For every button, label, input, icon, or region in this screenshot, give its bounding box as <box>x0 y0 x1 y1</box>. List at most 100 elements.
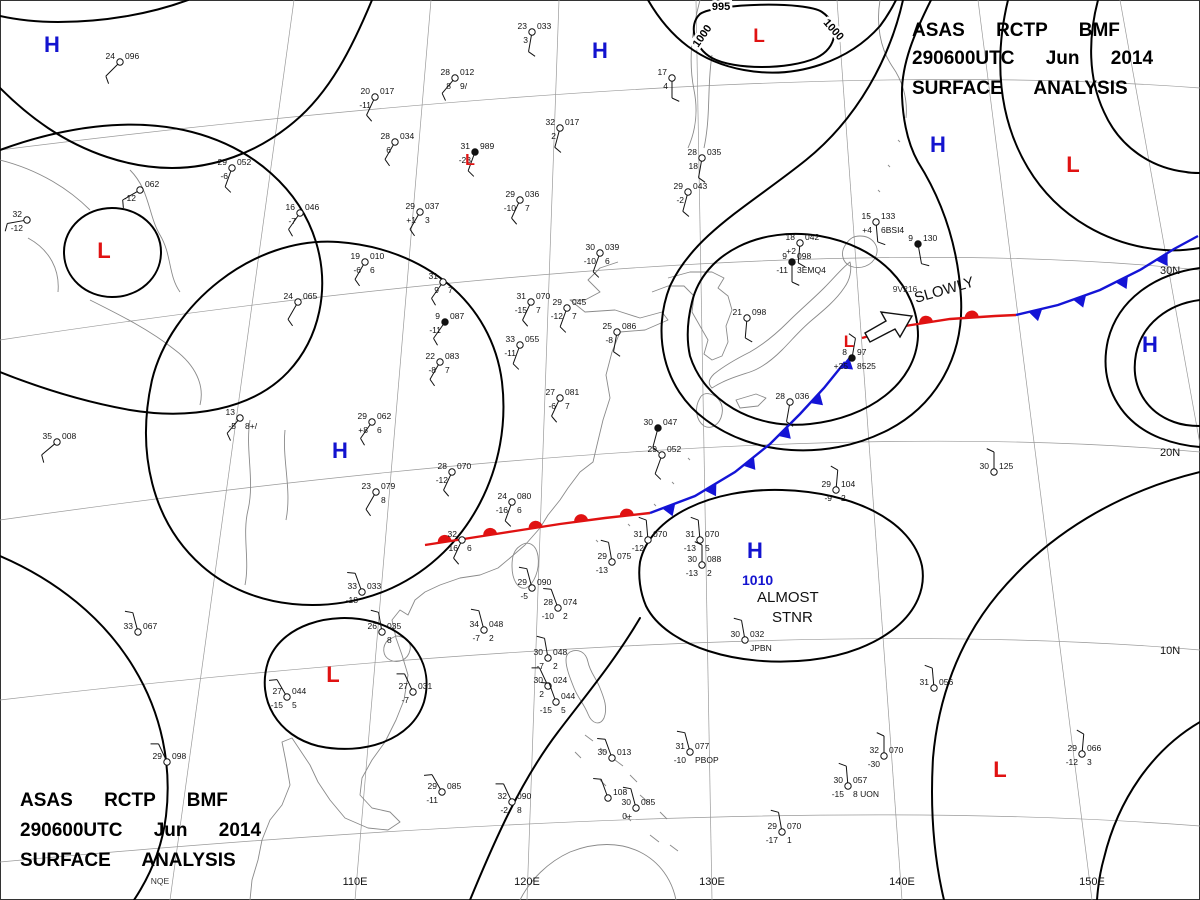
wind-barb-icon <box>105 63 119 77</box>
graticule-meridian <box>169 0 295 900</box>
svg-text:30: 30 <box>834 775 844 785</box>
svg-text:27: 27 <box>546 387 556 397</box>
isobar <box>931 471 1200 900</box>
svg-text:5: 5 <box>561 705 566 715</box>
svg-text:+4: +4 <box>862 225 872 235</box>
station-plot: 23 033 3 <box>518 21 551 57</box>
svg-text:045: 045 <box>572 297 586 307</box>
svg-text:062: 062 <box>377 411 391 421</box>
svg-text:5: 5 <box>705 543 710 553</box>
station-plot: 15 133 +4 6BSI4 <box>862 211 904 246</box>
station-plot: 22 083 -8 7 <box>426 351 459 387</box>
station-plot: 30 057 -15 8 UON <box>832 762 879 799</box>
station-plot: 28 036 <box>776 391 809 427</box>
wind-barb-icon <box>600 779 608 796</box>
svg-text:JPBN: JPBN <box>750 643 772 653</box>
svg-text:9: 9 <box>434 285 439 295</box>
svg-text:989: 989 <box>480 141 494 151</box>
low-pressure-center: L <box>753 26 765 47</box>
coastline-hokkaido <box>842 235 878 268</box>
svg-text:-6: -6 <box>220 171 228 181</box>
wind-barb-icon <box>287 304 297 320</box>
coastline-kamchatka-kuril <box>867 0 907 218</box>
wind-barb-icon <box>276 679 286 695</box>
station-plot: 26 035 8 <box>368 609 401 645</box>
isobar <box>660 0 963 452</box>
wind-barb-icon <box>613 335 617 352</box>
svg-text:29: 29 <box>674 181 684 191</box>
wind-barb-icon <box>786 405 790 422</box>
wind-barb-icon <box>592 255 600 272</box>
isobar <box>469 617 641 900</box>
station-plot: 8 97 +25 8525 <box>834 333 876 371</box>
svg-text:19: 19 <box>351 251 361 261</box>
station-plot: 31 9 7 <box>429 271 453 306</box>
svg-text:28: 28 <box>441 67 451 77</box>
svg-text:-6: -6 <box>548 401 556 411</box>
svg-text:35: 35 <box>43 431 53 441</box>
station-plot: 34 048 -7 2 <box>470 608 503 643</box>
station-plot: 35 008 <box>41 431 76 463</box>
svg-text:7: 7 <box>565 401 570 411</box>
svg-text:8+/: 8+/ <box>245 421 258 431</box>
svg-text:32: 32 <box>448 529 458 539</box>
station-plot: 062 -12 <box>122 179 159 209</box>
svg-text:-11: -11 <box>429 325 441 335</box>
graticule-meridian <box>354 0 432 900</box>
station-plot: 31 070 -13 5 <box>684 516 719 553</box>
station-plot: 29 104 -9 2 <box>822 465 855 503</box>
svg-text:037: 037 <box>425 201 439 211</box>
svg-text:+25: +25 <box>834 361 849 371</box>
wind-barb-icon <box>7 220 24 224</box>
svg-text:-23: -23 <box>459 155 472 165</box>
svg-text:20: 20 <box>361 86 371 96</box>
svg-text:16: 16 <box>286 202 296 212</box>
inland-rivers-china <box>244 419 289 586</box>
svg-text:036: 036 <box>525 189 539 199</box>
svg-text:070: 070 <box>889 745 903 755</box>
svg-text:075: 075 <box>617 551 631 561</box>
svg-text:031: 031 <box>418 681 432 691</box>
title-line: ASAS RCTP BMF <box>912 20 1120 41</box>
wind-barb-icon <box>741 620 745 637</box>
wind-barb-icon <box>551 400 560 417</box>
wind-barb-icon <box>931 668 935 685</box>
svg-text:-10: -10 <box>584 256 597 266</box>
svg-text:24: 24 <box>284 291 294 301</box>
wind-barb-icon <box>360 424 371 439</box>
svg-text:098: 098 <box>797 251 811 261</box>
svg-text:085: 085 <box>447 781 461 791</box>
station-plot: 33 055 -11 <box>504 334 539 370</box>
isobar <box>692 3 836 68</box>
station-plot: 29 052 -6 <box>218 157 251 193</box>
wind-barb-icon <box>697 520 701 537</box>
svg-text:048: 048 <box>489 619 503 629</box>
latitude-label: 10N <box>1160 645 1180 657</box>
svg-text:3EMQ4: 3EMQ4 <box>797 265 826 275</box>
low-pressure-center: L <box>1066 152 1079 177</box>
wind-barb-icon <box>467 154 475 171</box>
wind-barb-icon <box>797 246 801 263</box>
station-plot: 29 085 -11 <box>423 774 461 805</box>
station-plot: 29 062 +8 6 <box>358 411 391 446</box>
svg-text:-11: -11 <box>776 265 788 275</box>
svg-text:0+: 0+ <box>622 811 632 821</box>
svg-text:28: 28 <box>688 147 698 157</box>
coastline-korea <box>651 271 733 361</box>
station-plot: 31 989 -23 <box>459 141 494 177</box>
svg-text:8: 8 <box>381 495 386 505</box>
svg-text:29: 29 <box>822 479 832 489</box>
svg-text:-15: -15 <box>271 700 284 710</box>
svg-text:23: 23 <box>518 21 528 31</box>
svg-text:034: 034 <box>400 131 414 141</box>
svg-text:070: 070 <box>705 529 719 539</box>
svg-text:-8: -8 <box>428 365 436 375</box>
svg-text:-30: -30 <box>868 759 881 769</box>
isobar <box>263 617 428 750</box>
station-plot: 31 070 -12 <box>632 516 667 553</box>
wind-barb-icon <box>539 667 548 684</box>
title-line: SURFACE ANALYSIS <box>912 78 1128 99</box>
wind-barb-icon <box>41 443 55 456</box>
warm-front-marker-icon <box>528 520 543 529</box>
station-plot: 27 044 -15 5 <box>268 679 306 710</box>
